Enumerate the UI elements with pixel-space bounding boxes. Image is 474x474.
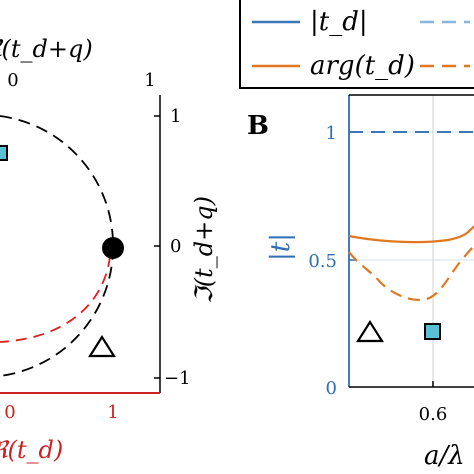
panel-a-bottom-axis-label: ℜ(t_d) — [0, 436, 63, 464]
panel-a: ℜ(t_d+q) 0 1 1 0 −1 ℑ(t_d+q) 0 1 ℜ(t_d) — [0, 35, 218, 464]
panel-b: B 1 0.5 0 |t| 0.6 a/λ — [247, 94, 474, 471]
panel-a-top-tick-1: 1 — [144, 70, 155, 91]
panel-a-right-tick-label-m1: −1 — [164, 368, 191, 389]
panel-b-arg-td-solid-line — [348, 225, 474, 244]
panel-b-ylabel: |t| — [266, 233, 296, 261]
panel-a-right-tick-label-0: 0 — [170, 236, 181, 257]
panel-b-square-marker — [424, 323, 441, 340]
panel-b-xtick-label-06: 0.6 — [419, 404, 448, 425]
panel-a-circle-marker — [102, 237, 124, 259]
panel-a-right-axis-label: ℑ(t_d+q) — [190, 196, 218, 304]
legend: |t_d| arg(t_d) — [239, 0, 474, 89]
panel-b-arg-td-dashed-line — [348, 245, 474, 302]
legend-box — [239, 0, 474, 89]
panel-b-ytick-label-05: 0.5 — [308, 251, 337, 272]
panel-a-dashed-circle — [0, 115, 114, 377]
panel-b-xlabel: a/λ — [424, 441, 465, 471]
panel-a-top-tick-0: 0 — [7, 70, 18, 91]
panel-b-ytick-label-0: 0 — [326, 378, 337, 399]
panel-b-letter: B — [247, 111, 269, 141]
panel-a-top-axis-label: ℜ(t_d+q) — [0, 35, 93, 63]
panel-a-bottom-tick-0: 0 — [4, 402, 15, 423]
legend-label-td-abs: |t_d| — [310, 7, 368, 37]
panel-a-bottom-tick-1: 1 — [107, 402, 118, 423]
legend-label-arg-td: arg(t_d) — [310, 51, 415, 81]
panel-a-right-tick-label-1: 1 — [170, 106, 181, 127]
panel-b-triangle-marker — [356, 319, 384, 343]
panel-a-triangle-marker — [88, 334, 116, 358]
panel-a-red-dashed-path — [0, 255, 111, 343]
panel-a-square-marker — [0, 145, 8, 161]
panel-b-ytick-label-1: 1 — [326, 123, 337, 144]
